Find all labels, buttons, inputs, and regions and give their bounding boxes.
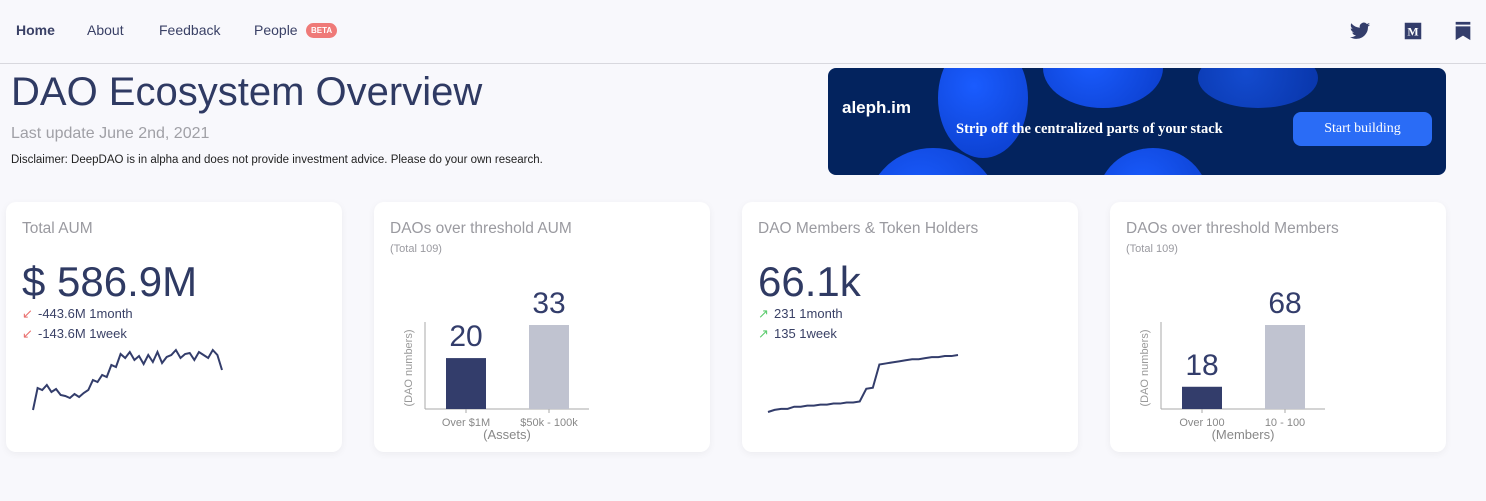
change-1week: ↙ -143.6M 1week — [22, 326, 127, 342]
x-axis-label: (Assets) — [483, 427, 531, 442]
bar-value-label: 33 — [532, 287, 565, 320]
medium-icon[interactable]: M — [1402, 20, 1424, 42]
change-1month: ↗ 231 1month — [758, 306, 843, 322]
arrow-up-icon: ↗ — [758, 326, 769, 341]
arrow-down-icon: ↙ — [22, 326, 33, 341]
ad-decoration — [938, 68, 1028, 158]
card-daos-threshold-members: DAOs over threshold Members (Total 109) … — [1110, 202, 1446, 452]
change-1month: ↙ -443.6M 1month — [22, 306, 133, 322]
top-nav: Home About Feedback People BETA M — [0, 0, 1486, 64]
svg-text:M: M — [1407, 25, 1418, 39]
bar-value-label: 18 — [1185, 349, 1218, 382]
x-tick-label: 10 - 100 — [1265, 417, 1305, 429]
y-axis-label: (DAO numbers) — [403, 329, 415, 406]
ad-decoration — [1198, 68, 1318, 108]
card-title: DAOs over threshold Members — [1126, 220, 1339, 237]
aleph-banner-ad[interactable]: aleph.im Strip off the centralized parts… — [828, 68, 1446, 175]
card-title: DAOs over threshold AUM — [390, 220, 572, 237]
bar-1 — [529, 325, 569, 409]
ad-decoration — [1098, 148, 1208, 175]
page-title: DAO Ecosystem Overview — [11, 70, 483, 114]
aum-sparkline — [32, 348, 223, 411]
card-title: DAO Members & Token Holders — [758, 220, 979, 237]
bar-0 — [1182, 386, 1222, 409]
change-1week: ↗ 135 1week — [758, 326, 837, 342]
twitter-icon[interactable] — [1349, 20, 1371, 42]
y-axis-label: (DAO numbers) — [1139, 329, 1151, 406]
beta-badge: BETA — [306, 23, 338, 38]
sparkline-line — [767, 354, 959, 413]
sparkline-line — [32, 348, 223, 411]
bar-1 — [1265, 325, 1305, 409]
nav-home[interactable]: Home — [16, 22, 55, 38]
card-members: DAO Members & Token Holders 66.1k ↗ 231 1… — [742, 202, 1078, 452]
last-update: Last update June 2nd, 2021 — [11, 125, 210, 142]
x-axis-label: (Members) — [1212, 427, 1275, 442]
ad-tagline: Strip off the centralized parts of your … — [956, 121, 1223, 137]
change-text: 231 1month — [774, 306, 843, 321]
members-sparkline — [767, 354, 959, 413]
card-title: Total AUM — [22, 220, 93, 237]
card-subtitle: (Total 109) — [1126, 243, 1178, 255]
aleph-logo: aleph.im — [842, 98, 911, 117]
change-text: -143.6M 1week — [38, 326, 127, 341]
total-aum-value: $ 586.9M — [22, 258, 198, 305]
x-tick-label: Over $1M — [442, 417, 490, 429]
nav-feedback[interactable]: Feedback — [159, 22, 221, 38]
bookmark-icon[interactable] — [1452, 20, 1474, 42]
change-text: -443.6M 1month — [38, 306, 133, 321]
card-subtitle: (Total 109) — [390, 243, 442, 255]
bar-value-label: 68 — [1268, 287, 1301, 320]
bar-0 — [446, 358, 486, 409]
members-bar-chart: 18 Over 100 68 10 - 100(Members) (DAO number… — [1139, 287, 1325, 442]
x-tick-label: $50k - 100k — [520, 417, 578, 429]
aum-bar-chart: 20 Over $1M 33 $50k - 100k(Assets) (DAO numb… — [403, 287, 589, 442]
arrow-down-icon: ↙ — [22, 306, 33, 321]
members-value: 66.1k — [758, 258, 861, 305]
bar-value-label: 20 — [449, 320, 482, 353]
card-total-aum: Total AUM $ 586.9M ↙ -443.6M 1month ↙ -143… — [6, 202, 342, 452]
nav-about[interactable]: About — [87, 22, 124, 38]
x-tick-label: Over 100 — [1179, 417, 1224, 429]
arrow-up-icon: ↗ — [758, 306, 769, 321]
nav-people[interactable]: People — [254, 22, 298, 38]
start-building-button[interactable]: Start building — [1293, 112, 1432, 146]
ad-decoration — [1043, 68, 1163, 108]
card-daos-threshold-aum: DAOs over threshold AUM (Total 109) 20 Ov… — [374, 202, 710, 452]
disclaimer: Disclaimer: DeepDAO is in alpha and does… — [11, 154, 543, 166]
change-text: 135 1week — [774, 326, 837, 341]
